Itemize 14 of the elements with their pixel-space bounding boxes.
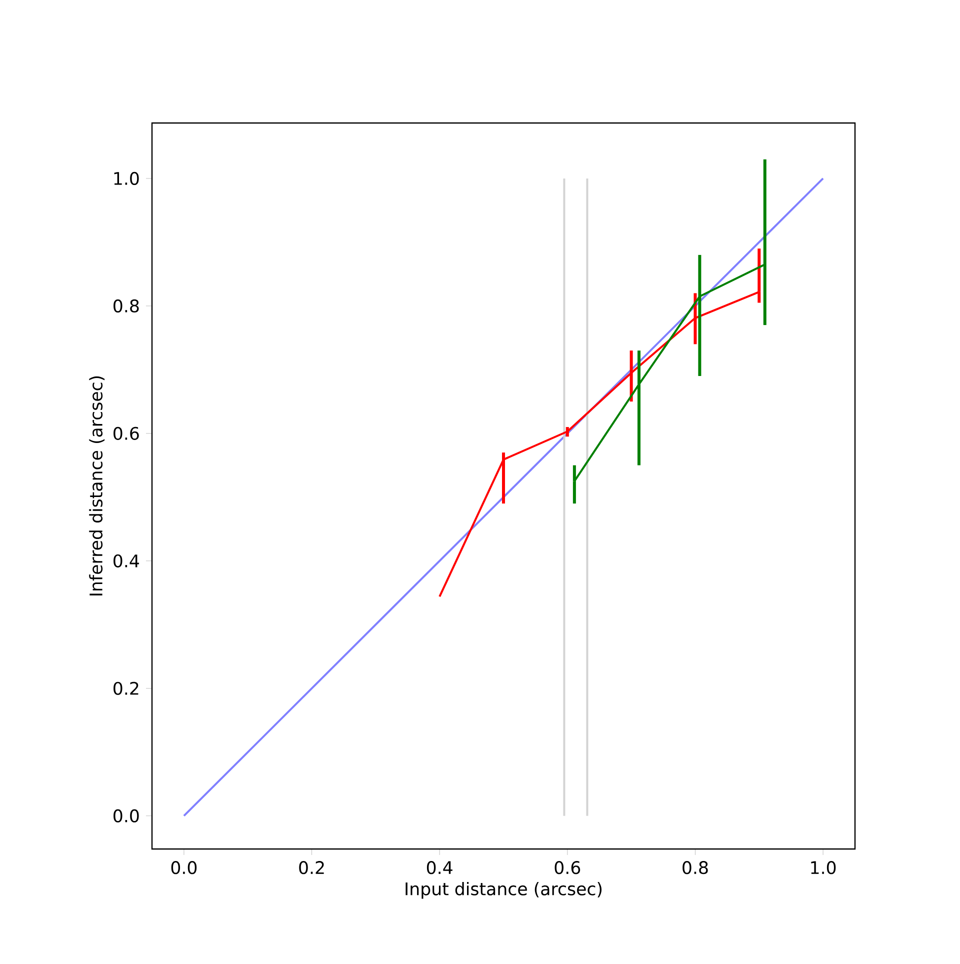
y-tick-label: 0.0 xyxy=(114,809,139,822)
x-axis-title: Input distance (arcsec) xyxy=(406,882,602,899)
x-tick-label: 0.6 xyxy=(554,861,580,874)
x-tick-label: 0.8 xyxy=(682,861,708,874)
x-tick-label: 0.0 xyxy=(171,861,197,874)
y-axis-title: Inferred distance (arcsec) xyxy=(89,376,105,596)
y-tick-label: 1.0 xyxy=(114,172,139,186)
x-tick-label: 0.4 xyxy=(426,861,452,874)
x-tick-label: 0.2 xyxy=(299,861,324,874)
y-tick-label: 0.6 xyxy=(114,426,139,440)
y-tick-label: 0.4 xyxy=(114,554,139,568)
y-tick-label: 0.8 xyxy=(114,299,139,312)
x-tick-label: 1.0 xyxy=(811,861,836,874)
y-tick-label: 0.2 xyxy=(114,682,138,695)
